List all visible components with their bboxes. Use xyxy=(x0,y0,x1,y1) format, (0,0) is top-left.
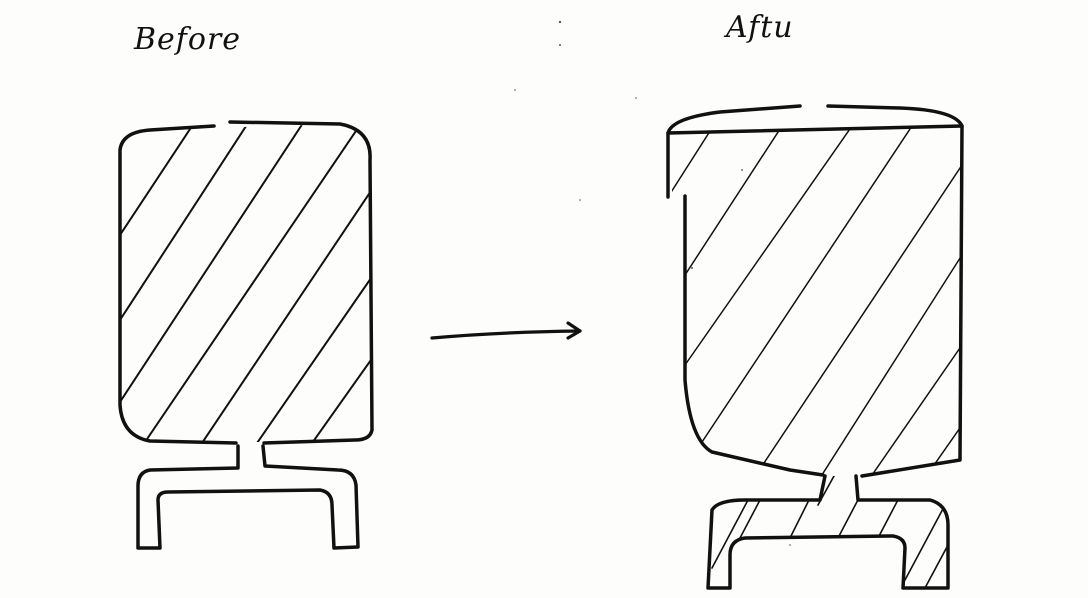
before-body xyxy=(118,120,374,445)
after-label: Aftu xyxy=(726,10,794,45)
before-label: Before xyxy=(134,22,242,57)
after-base-hatching xyxy=(711,476,948,588)
paper-specks xyxy=(514,20,791,546)
before-base xyxy=(136,444,360,550)
after-hatching xyxy=(668,126,962,476)
arrow xyxy=(430,321,582,340)
before-hatching xyxy=(120,124,372,442)
after-body xyxy=(666,104,964,478)
after-base xyxy=(706,474,950,590)
